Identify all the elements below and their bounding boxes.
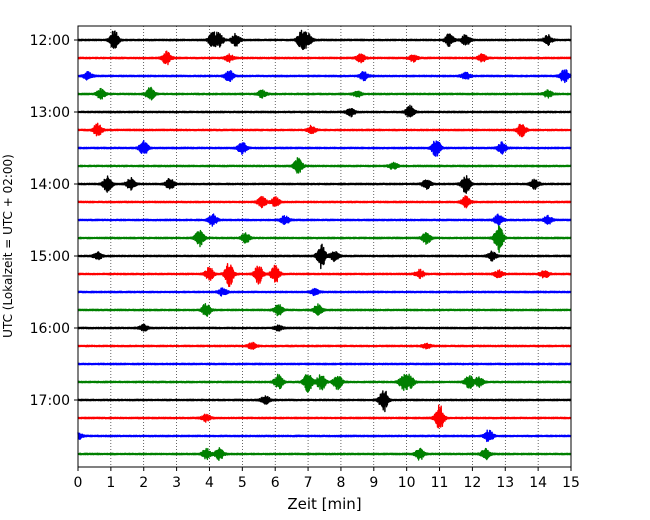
x-tick-label: 11 (431, 475, 449, 491)
y-tick-label: 16:00 (30, 321, 70, 337)
trace-line (77, 50, 572, 66)
trace-line (77, 429, 572, 443)
y-tick-label: 13:00 (30, 105, 70, 121)
x-tick-label: 6 (271, 475, 280, 491)
x-tick-label: 13 (496, 475, 514, 491)
trace-line (77, 341, 572, 350)
y-tick-label: 15:00 (30, 249, 70, 265)
trace-line (77, 262, 572, 288)
seismic-traces (77, 29, 572, 461)
x-tick-label: 8 (336, 475, 345, 491)
trace-line (77, 447, 572, 461)
trace-line (77, 157, 572, 174)
x-tick-label: 10 (398, 475, 416, 491)
x-tick-label: 14 (529, 475, 547, 491)
x-tick-label: 12 (463, 475, 481, 491)
trace-line (77, 323, 572, 332)
trace-line (77, 104, 572, 118)
trace-line (77, 390, 572, 413)
trace-line (77, 373, 572, 393)
trace-line (77, 69, 572, 84)
y-axis-label: UTC (Lokalzeit = UTC + 02:00) (1, 154, 15, 338)
y-axis-ticks: 12:00 13:00 14:00 15:00 16:00 17:00 (30, 33, 78, 409)
trace-line (77, 302, 572, 317)
trace-line (77, 404, 572, 429)
trace-line (77, 175, 572, 194)
x-tick-label: 15 (562, 475, 580, 491)
y-tick-label: 17:00 (30, 393, 70, 409)
x-tick-label: 7 (304, 475, 313, 491)
x-tick-label: 0 (74, 475, 83, 491)
x-axis-ticks: 0 1 2 3 4 5 6 7 8 9 10 11 12 13 14 15 (74, 467, 580, 491)
trace-line (77, 29, 572, 51)
trace-line (77, 195, 572, 209)
trace-line (77, 122, 572, 138)
x-tick-label: 9 (369, 475, 378, 491)
trace-line (77, 139, 572, 157)
trace-line (77, 287, 572, 297)
trace-line (77, 213, 572, 227)
x-tick-label: 1 (106, 475, 115, 491)
plot-area-background (78, 26, 571, 467)
x-tick-label: 3 (172, 475, 181, 491)
y-tick-label: 12:00 (30, 33, 70, 49)
trace-line (77, 243, 572, 270)
plot-frame (77, 25, 572, 468)
trace-line (77, 86, 572, 101)
x-tick-label: 2 (139, 475, 148, 491)
trace-line (77, 225, 572, 253)
x-axis-label: Zeit [min] (287, 495, 361, 513)
x-tick-label: 4 (205, 475, 214, 491)
trace-line (77, 362, 572, 366)
y-tick-label: 14:00 (30, 177, 70, 193)
x-tick-label: 5 (238, 475, 247, 491)
